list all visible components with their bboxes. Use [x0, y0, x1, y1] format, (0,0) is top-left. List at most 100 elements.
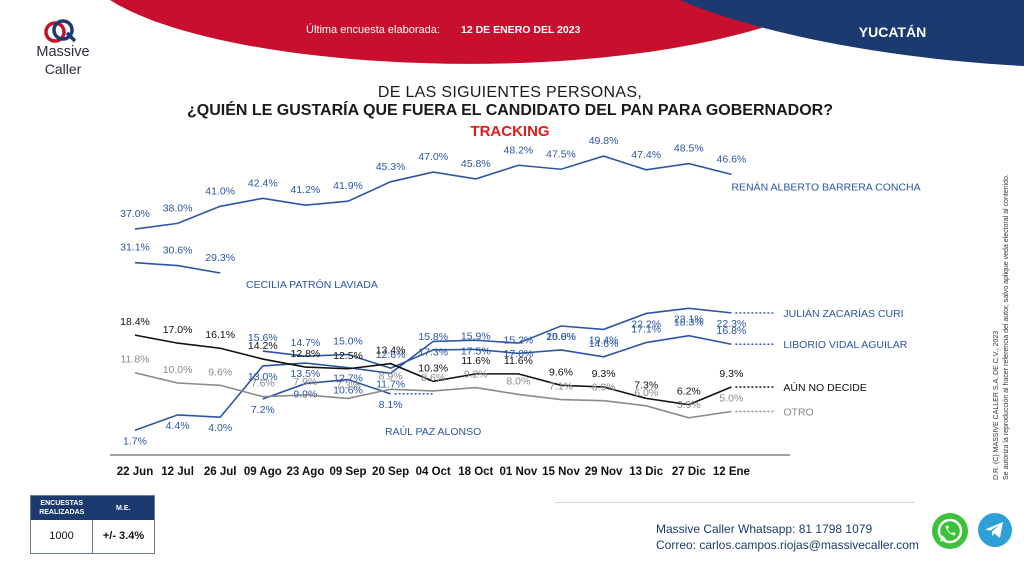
data-label: 20.0% [546, 331, 576, 343]
data-label: 1.7% [123, 435, 147, 447]
data-label: 38.0% [163, 202, 193, 214]
footer-divider [555, 502, 915, 503]
data-label: 15.2% [504, 334, 534, 346]
whatsapp-contact: Massive Caller Whatsapp: 81 1798 1079 [656, 522, 873, 536]
series-line [134, 261, 221, 274]
data-label: 6.0% [634, 387, 658, 399]
data-label: 41.0% [205, 185, 235, 197]
series-line [134, 334, 732, 406]
data-label: 6.9% [592, 382, 616, 394]
surveys-header: ENCUESTAS REALIZADAS [39, 500, 85, 516]
series-name-label: CECILIA PATRÓN LAVIADA [246, 278, 378, 291]
state-name: YUCATÁN [858, 24, 927, 40]
data-label: 11.7% [376, 378, 405, 390]
x-tick-label: 09 Sep [329, 466, 366, 478]
data-label: 45.8% [461, 158, 491, 170]
x-tick-label: 27 Dic [672, 466, 706, 478]
data-label: 31.1% [120, 242, 150, 254]
data-label: 10.6% [333, 385, 363, 397]
data-label: 13.0% [248, 371, 278, 383]
data-label: 47.5% [546, 148, 576, 160]
x-tick-label: 26 Jul [204, 466, 237, 478]
me-value: +/- 3.4% [102, 530, 145, 542]
header-navy-swoosh [640, 0, 1024, 66]
series-name-label: RENÁN ALBERTO BARRERA CONCHA [731, 180, 920, 193]
x-tick-label: 12 Ene [713, 466, 750, 478]
data-label: 8.9% [379, 370, 403, 382]
data-label: 23.1% [674, 313, 704, 325]
data-label: 16.1% [205, 329, 235, 341]
data-label: 14.2% [248, 340, 278, 352]
survey-date: 12 DE ENERO DEL 2023 [461, 24, 581, 36]
x-tick-label: 22 Jun [117, 466, 153, 478]
logo-text-massive: Massive [36, 44, 90, 60]
data-label: 48.5% [674, 143, 704, 155]
series-name-label: OTRO [783, 407, 813, 419]
data-label: 16.8% [717, 325, 747, 337]
copyright-notice: D.R. (C) MASSIVE CALLER S.A. DE C.V., 20… [993, 110, 1010, 480]
data-label: 22.3% [717, 318, 747, 330]
header-band [110, 0, 1024, 66]
series-name-label: RAÚL PAZ ALONSO [385, 425, 481, 438]
chart-title-tracking: TRACKING [470, 123, 550, 140]
data-label: 14.7% [291, 337, 321, 349]
data-label: 47.4% [631, 149, 661, 161]
x-tick-label: 20 Sep [372, 466, 409, 478]
whatsapp-icon[interactable] [930, 511, 970, 551]
chart-title-question: ¿QUIÉN LE GUSTARÍA QUE FUERA EL CANDIDAT… [187, 102, 833, 119]
series-line [134, 371, 732, 419]
data-label: 14.6% [589, 338, 619, 350]
data-label: 18.4% [120, 316, 150, 328]
data-label: 9.6% [549, 366, 573, 378]
surveys-value: 1000 [31, 520, 93, 553]
data-label: 48.2% [504, 144, 534, 156]
data-label: 42.4% [248, 177, 278, 189]
data-label: 12.8% [291, 348, 321, 360]
data-label: 6.2% [677, 386, 701, 398]
me-header: M.E. [116, 504, 131, 512]
data-label: 10.0% [163, 364, 193, 376]
data-label: 7.3% [336, 379, 360, 391]
data-label: 10.3% [418, 362, 448, 374]
x-tick-label: 23 Ago [286, 466, 324, 478]
data-label: 15.8% [418, 331, 448, 343]
data-label: 3.9% [677, 399, 701, 411]
data-label: 9.3% [592, 368, 616, 380]
survey-label: Última encuesta elaborada: [306, 24, 440, 36]
data-label: 13.5% [291, 368, 321, 380]
logo-text-caller: Caller [44, 61, 82, 77]
data-label: 30.6% [163, 245, 193, 257]
x-tick-label: 15 Nov [542, 466, 580, 478]
data-label: 12.6% [376, 349, 406, 361]
data-label: 15.8% [546, 331, 576, 343]
data-label: 4.4% [166, 420, 190, 432]
series-line [134, 155, 732, 230]
data-label: 17.5% [461, 345, 491, 357]
data-label: 15.0% [333, 336, 363, 348]
data-label: 4.0% [208, 422, 232, 434]
data-label: 37.0% [120, 208, 150, 220]
data-label: 9.3% [719, 368, 743, 380]
series-line [262, 378, 391, 400]
data-label: 7.6% [251, 378, 275, 390]
data-label: 7.1% [549, 381, 573, 393]
data-label: 7.3% [634, 379, 658, 391]
copyright-line1: D.R. (C) MASSIVE CALLER S.A. DE C.V., 20… [993, 330, 1000, 480]
series-line [262, 334, 732, 370]
copyright-line2: Se autoriza la reproducción al hacer ref… [1003, 174, 1010, 480]
data-label: 7.2% [251, 404, 275, 416]
data-label: 18.3% [674, 317, 704, 329]
data-label: 19.4% [589, 334, 619, 346]
data-label: 15.6% [248, 332, 278, 344]
data-label: 17.3% [418, 346, 448, 358]
data-label: 47.0% [418, 151, 448, 163]
data-label: 11.6% [461, 355, 490, 367]
stats-table: ENCUESTAS REALIZADAS M.E. 1000 +/- 3.4% [30, 495, 155, 554]
telegram-icon[interactable] [976, 511, 1014, 549]
x-tick-label: 18 Oct [458, 466, 493, 478]
data-label: 8.0% [506, 375, 530, 387]
data-label: 46.6% [717, 153, 747, 165]
x-tick-label: 29 Nov [585, 466, 623, 478]
chart-title-line1: DE LAS SIGUIENTES PERSONAS, [377, 84, 643, 101]
